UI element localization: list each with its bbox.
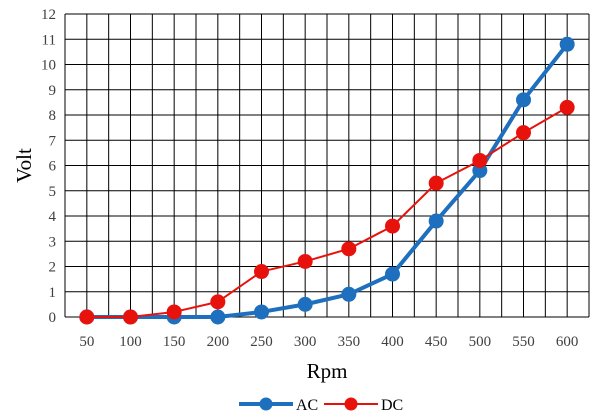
y-tick-label: 9 [49,83,57,99]
x-tick-label: 400 [381,334,404,350]
y-tick-label: 0 [49,310,57,326]
data-point-dc [210,294,226,310]
data-point-dc [472,152,488,168]
y-tick-label: 8 [49,108,57,124]
x-tick-label: 100 [119,334,142,350]
y-tick-label: 7 [49,133,57,149]
data-point-ac [428,213,444,229]
x-tick-label: 200 [207,334,230,350]
legend: AC DC [239,397,403,414]
data-point-ac [297,296,313,312]
y-tick-label: 11 [42,32,56,48]
y-axis-title: Volt [12,148,36,183]
x-axis-ticks: 50 100 150 200 250 300 350 400 450 500 550 600 [79,334,578,350]
legend-label-dc: DC [381,397,403,414]
x-tick-label: 500 [469,334,492,350]
data-point-dc [341,241,357,257]
y-tick-label: 1 [49,285,57,301]
data-point-dc [79,309,95,325]
data-point-ac [210,309,226,325]
legend-label-ac: AC [296,397,318,414]
data-point-ac [341,286,357,302]
x-tick-label: 450 [425,334,448,350]
data-point-dc [166,304,182,320]
y-tick-label: 10 [41,58,56,74]
y-tick-label: 5 [49,184,57,200]
y-tick-label: 3 [49,234,57,250]
legend-marker-dc [344,397,358,411]
grid [64,13,590,318]
data-point-ac [385,266,400,282]
y-tick-label: 6 [49,159,57,175]
data-point-ac [254,304,269,320]
x-tick-label: 50 [79,334,94,350]
x-tick-label: 600 [556,334,579,350]
y-tick-label: 12 [41,7,56,23]
data-point-dc [254,264,269,280]
y-tick-label: 4 [49,209,57,225]
data-point-ac [559,36,575,52]
series-layer [79,36,575,325]
x-tick-label: 250 [250,334,273,350]
x-tick-label: 150 [163,334,186,350]
data-point-dc [428,175,444,191]
data-point-dc [297,253,313,269]
x-tick-label: 300 [294,334,317,350]
x-tick-label: 550 [512,334,535,350]
x-axis-title: Rpm [307,359,348,383]
legend-marker-ac [259,397,273,411]
data-point-dc [385,218,400,234]
data-point-dc [123,309,138,325]
y-tick-label: 2 [49,260,57,276]
data-point-dc [516,125,531,141]
data-point-ac [516,92,531,108]
data-point-dc [559,99,575,115]
x-tick-label: 350 [338,334,361,350]
